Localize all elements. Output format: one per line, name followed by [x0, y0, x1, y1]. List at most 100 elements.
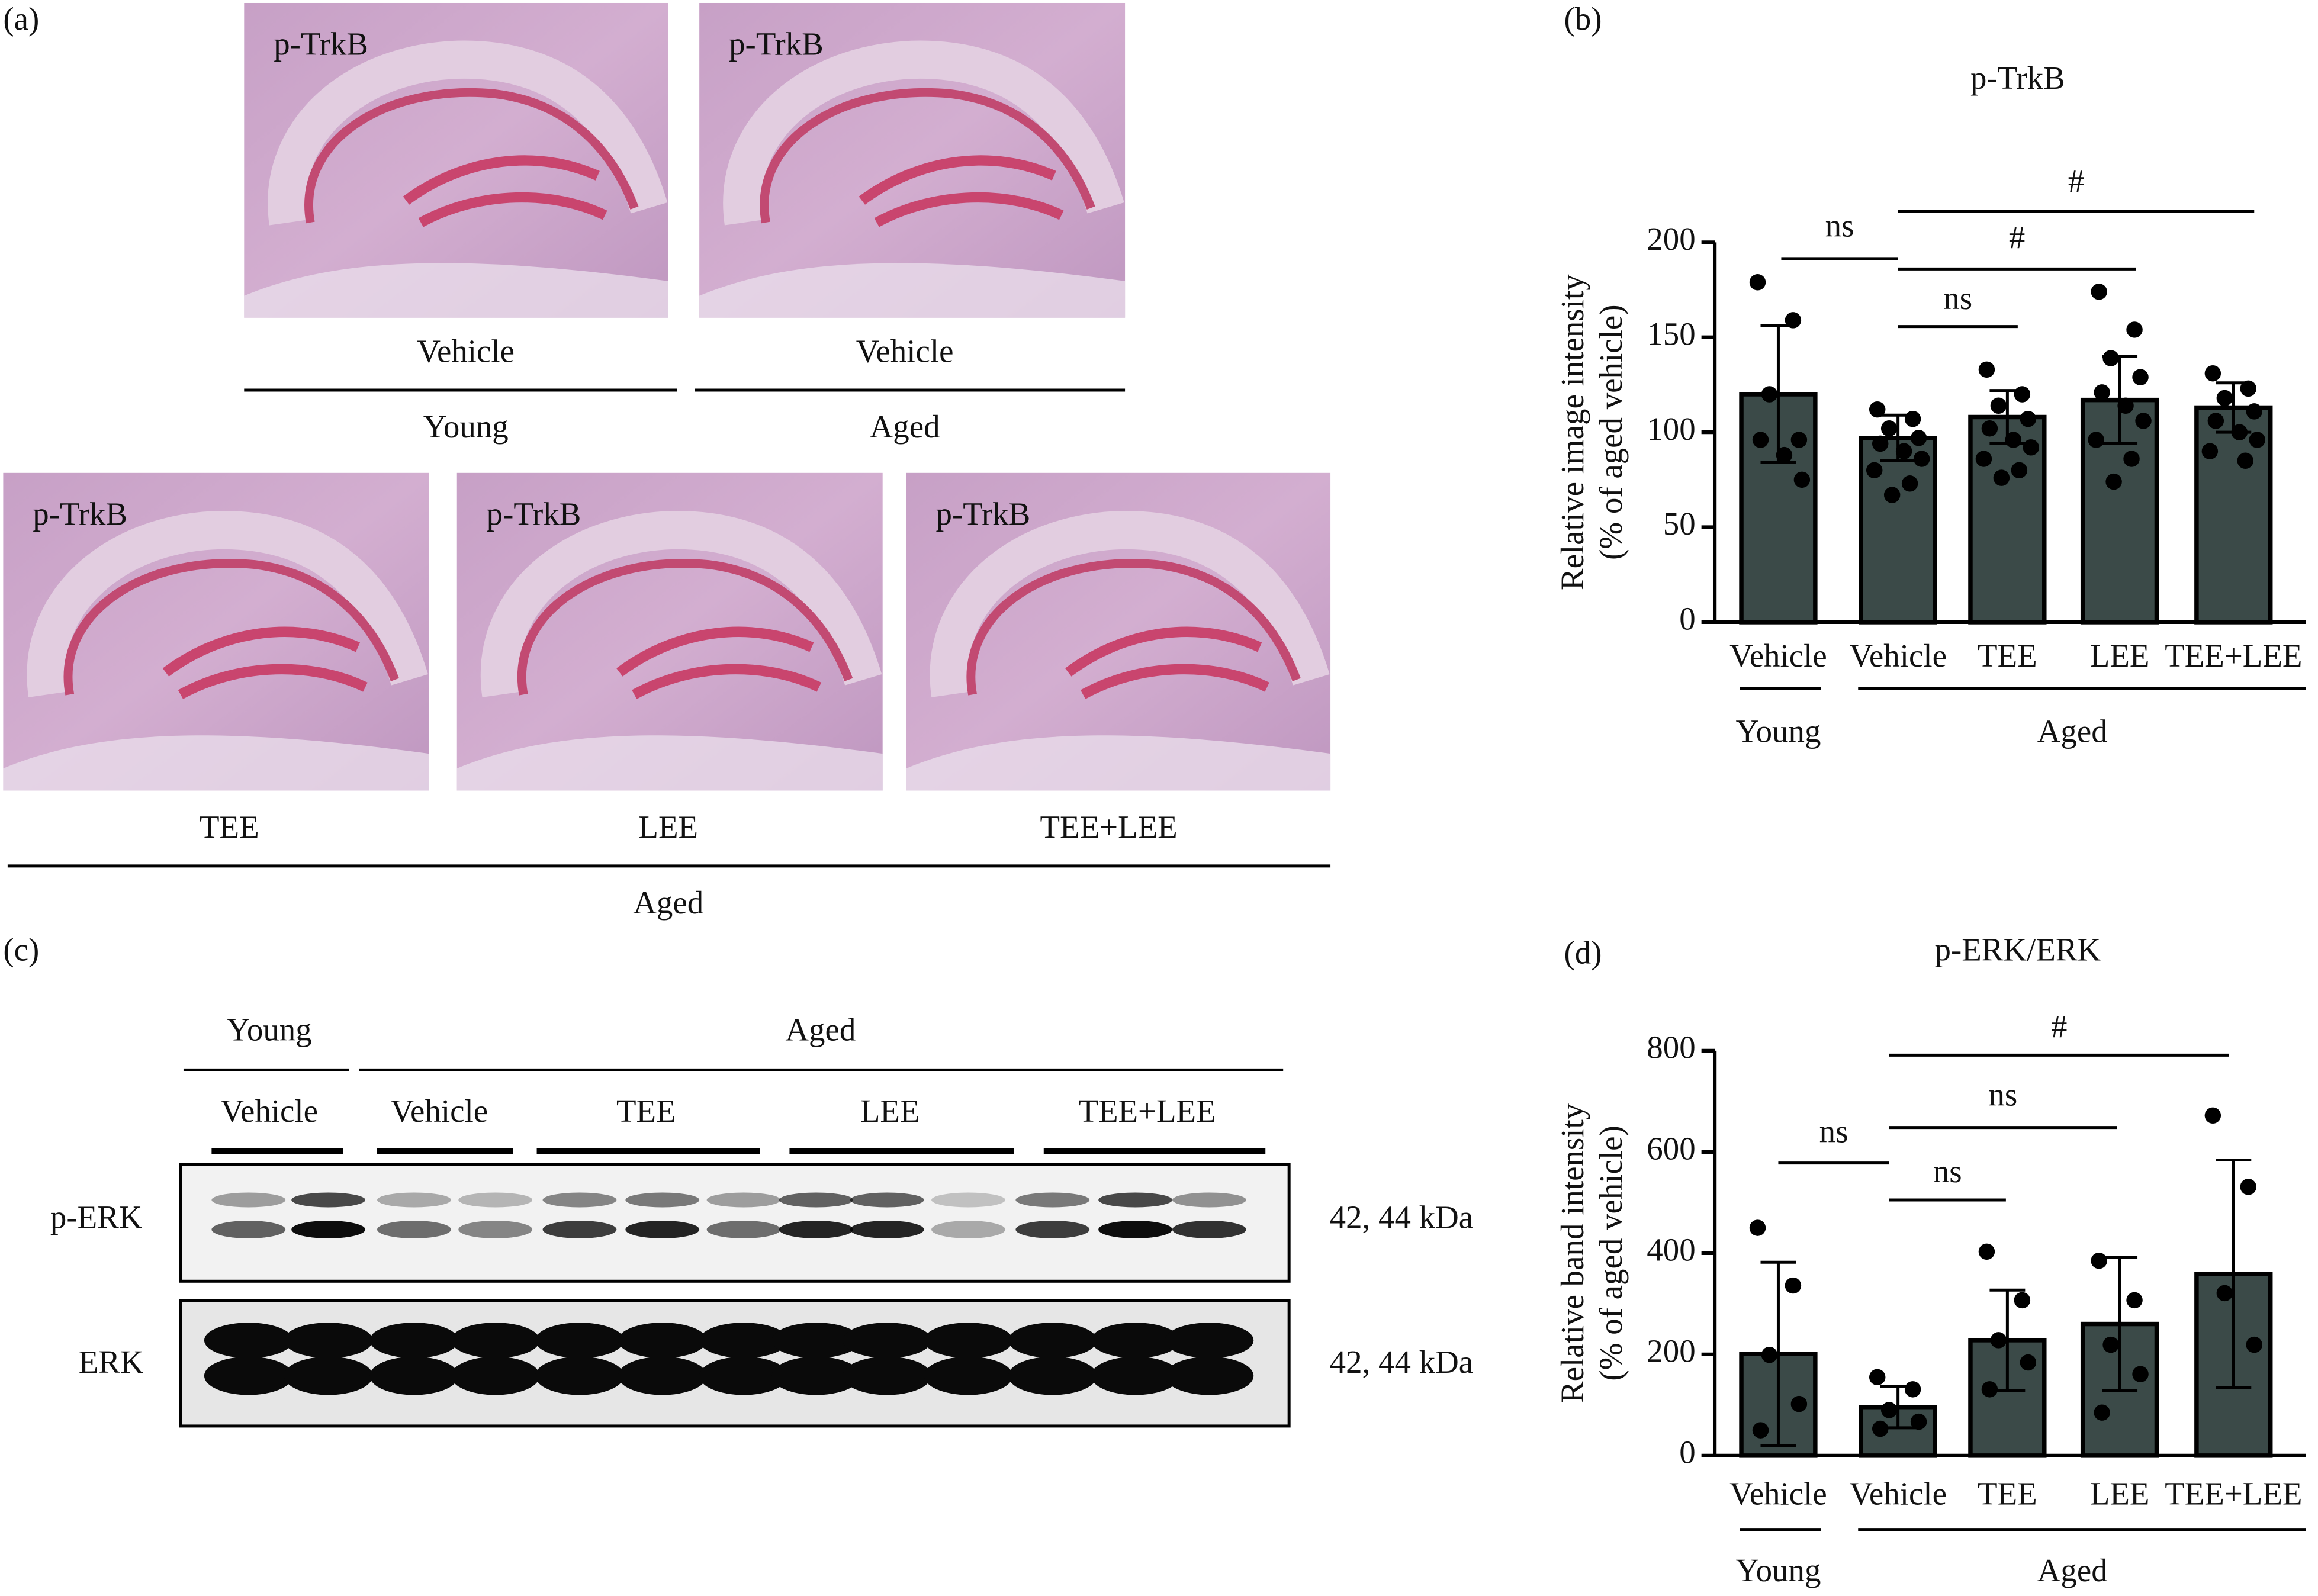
dentate-gyrus: [403, 155, 607, 227]
band: [779, 1220, 853, 1238]
tissue-layer: [930, 511, 1330, 697]
band: [458, 1192, 533, 1208]
data-point: [2246, 403, 2262, 420]
band: [843, 1323, 932, 1359]
data-point: [2246, 1336, 2262, 1353]
band: [1091, 1323, 1180, 1359]
data-point: [2240, 380, 2256, 397]
band: [542, 1192, 617, 1208]
y-tick-label: 0: [1679, 601, 1695, 637]
ventricle: [699, 263, 1126, 318]
tissue-layer: [723, 40, 1124, 226]
data-point: [2023, 439, 2040, 456]
data-point: [2091, 1252, 2107, 1269]
band: [706, 1220, 781, 1238]
data-point: [2132, 369, 2149, 385]
band: [535, 1356, 624, 1395]
treatment-label: LEE: [860, 1093, 920, 1129]
y-axis-label: Relative band intensity: [1554, 1103, 1590, 1403]
band: [850, 1192, 924, 1208]
band: [451, 1323, 540, 1359]
data-point: [1752, 432, 1769, 448]
data-point: [2117, 397, 2134, 414]
data-point: [1883, 487, 1901, 503]
data-point: [2240, 1179, 2256, 1195]
data-point: [2011, 462, 2028, 479]
data-point: [2020, 1354, 2037, 1371]
band: [771, 1356, 861, 1395]
data-point: [2204, 1107, 2221, 1124]
group-label: Aged: [2037, 713, 2108, 749]
image-label: p-TrkB: [487, 495, 581, 532]
band: [924, 1356, 1013, 1395]
group-label: Young: [1735, 713, 1821, 749]
image-label: p-TrkB: [936, 495, 1031, 532]
panel-label: (b): [1564, 1, 1602, 37]
band: [1015, 1220, 1090, 1238]
data-point: [2014, 1292, 2031, 1309]
significance-label: ns: [1988, 1076, 2017, 1112]
band: [284, 1323, 373, 1359]
ca-layer: [966, 559, 1301, 696]
ventricle: [906, 735, 1331, 791]
histology-image: [699, 2, 1126, 318]
data-point: [1761, 386, 1778, 403]
significance-label: ns: [1943, 280, 1972, 316]
significance-label: ns: [1819, 1114, 1848, 1150]
x-tick-label: TEE+LEE: [2165, 1475, 2302, 1511]
band: [625, 1220, 700, 1238]
data-point: [2126, 321, 2143, 338]
dentate-gyrus: [162, 626, 368, 699]
data-point: [1880, 1402, 1898, 1418]
band: [204, 1356, 293, 1395]
significance-label: #: [2009, 219, 2025, 255]
x-tick-label: TEE: [1978, 638, 2037, 674]
band: [369, 1356, 459, 1395]
data-point: [1776, 446, 1793, 464]
band: [369, 1323, 459, 1359]
data-point: [1910, 430, 1927, 446]
blot-size: 42, 44 kDa: [1330, 1199, 1473, 1235]
treatment-label: TEE: [616, 1093, 676, 1129]
band: [843, 1356, 932, 1395]
y-tick-label: 0: [1679, 1434, 1695, 1470]
x-tick-label: Vehicle: [1849, 638, 1947, 674]
data-point: [1749, 1219, 1766, 1236]
image-caption: TEE: [200, 809, 259, 845]
chart-title: p-ERK/ERK: [1935, 932, 2101, 968]
band: [377, 1220, 451, 1238]
band: [291, 1220, 365, 1238]
ca-layer: [517, 559, 853, 696]
band: [204, 1323, 293, 1359]
data-point: [1895, 443, 1912, 459]
band: [931, 1220, 1005, 1238]
data-point: [2132, 1366, 2149, 1382]
tissue-layer: [27, 511, 428, 697]
band: [1098, 1192, 1172, 1208]
data-point: [2094, 1404, 2110, 1421]
data-point: [1752, 1422, 1769, 1439]
data-point: [1978, 361, 1995, 378]
y-axis-label: Relative image intensity: [1554, 274, 1590, 590]
data-point: [1749, 274, 1766, 291]
bar: [1739, 392, 1818, 625]
band: [291, 1192, 365, 1208]
histology-image: [3, 472, 429, 791]
ventricle: [244, 263, 668, 318]
panel-label: (d): [1564, 935, 1602, 971]
band: [1091, 1356, 1180, 1395]
x-tick-label: TEE+LEE: [2165, 638, 2302, 674]
data-point: [1904, 1381, 1921, 1398]
panel-label: (c): [3, 932, 39, 968]
band: [1098, 1220, 1172, 1238]
band: [1172, 1220, 1246, 1238]
significance-label: #: [2051, 1009, 2067, 1045]
data-point: [1981, 420, 1998, 437]
data-point: [1904, 410, 1921, 427]
data-point: [2249, 432, 2265, 448]
image-caption: Vehicle: [417, 333, 515, 369]
data-point: [2014, 386, 2031, 403]
band: [458, 1220, 533, 1238]
data-point: [1785, 312, 1802, 329]
